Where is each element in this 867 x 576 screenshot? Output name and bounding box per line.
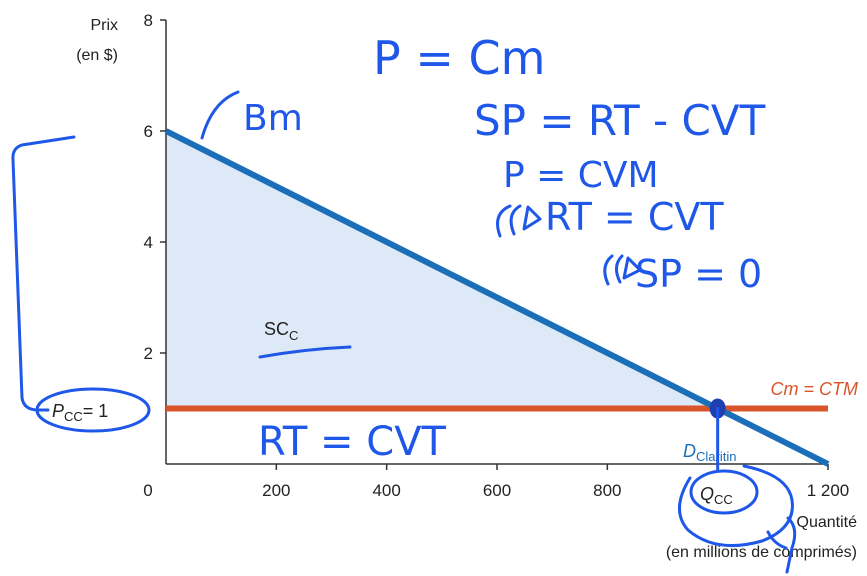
price-label: PCC= 1: [52, 401, 108, 424]
hand-sp-formula: SP = RT - CVT: [474, 96, 766, 145]
x-axis-title-line1: Quantité: [797, 514, 858, 531]
hand-rt-equals-cvt: RT = CVT: [545, 195, 724, 239]
y-axis-title-line1: Prix: [90, 17, 118, 34]
y-tick-label: 2: [144, 344, 153, 363]
hand-sp-equals-zero: SP = 0: [635, 252, 762, 296]
hand-implies-mark-3: [605, 256, 622, 284]
x-axis-title-line2: (en millions de comprimés): [666, 544, 857, 561]
hand-implies-mark-2: [524, 207, 540, 229]
quantity-label-main: Q: [700, 484, 714, 504]
x-tick-label: 200: [262, 481, 290, 500]
demand-label-main: D: [683, 441, 696, 461]
price-label-main: P: [52, 401, 64, 421]
demand-label: DClaritin: [683, 441, 736, 464]
hand-arc-bm: [202, 92, 238, 138]
hand-rt-equals-cvt-bottom: RT = CVT: [258, 419, 447, 465]
price-label-sub: CC: [64, 409, 83, 424]
x-tick-label: 600: [483, 481, 511, 500]
hand-p-equals-cm: P = Cm: [373, 31, 545, 85]
y-tick-label: 4: [144, 233, 153, 252]
x-tick-label: 800: [593, 481, 621, 500]
y-tick-label: 0: [143, 481, 152, 500]
consumer-surplus-label-sub: C: [289, 328, 298, 343]
y-tick-label: 6: [144, 122, 153, 141]
consumer-surplus-label-main: SC: [264, 319, 289, 339]
hand-bracket: [13, 137, 74, 410]
cost-line-label: Cm = CTM: [771, 379, 859, 399]
hand-p-equals-cvm: P = CVM: [503, 155, 659, 196]
hand-implies-mark-1: [498, 206, 520, 236]
y-tick-label: 8: [144, 11, 153, 30]
y-axis-title-line2: (en $): [76, 47, 118, 64]
hand-circle-q-outer: [679, 466, 792, 546]
x-tick-label: 1 200: [807, 481, 850, 500]
quantity-label-sub: CC: [714, 492, 733, 507]
price-label-rest: = 1: [83, 401, 109, 421]
quantity-label: QCC: [700, 484, 733, 507]
x-tick-label: 400: [372, 481, 400, 500]
hand-bm: Bm: [243, 98, 303, 139]
